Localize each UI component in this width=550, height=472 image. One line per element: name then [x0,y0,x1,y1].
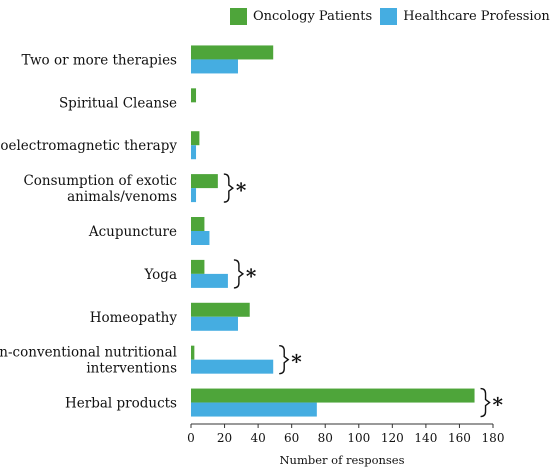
legend-item-oncology: Oncology Patients [230,8,372,25]
category-label: Herbal products [65,396,177,412]
bar-healthcare-professionals-herbal-products [191,402,317,417]
x-tick-label: 140 [414,431,437,445]
bar-healthcare-professionals-yoga [191,273,228,288]
x-tick-label: 180 [482,431,505,445]
significance-bracket [223,173,235,203]
bar-oncology-patients-acupuncture [191,217,205,231]
x-axis-label: Number of responses [279,453,404,467]
x-tick-label: 20 [217,431,232,445]
category-label: Consumption of exotic [23,173,177,189]
category-label: Two or more therapies [21,52,177,68]
category-label: Bioelectromagnetic therapy [0,138,177,154]
category-label: Spiritual Cleanse [59,95,177,111]
category-label: Homeopathy [90,310,178,326]
x-tick-label: 40 [250,431,265,445]
legend-swatch-healthcare [380,8,398,25]
bar-oncology-patients-bioelectromagnetic-therapy [191,131,200,146]
significance-asterisk: * [493,393,504,417]
legend-swatch-oncology [230,8,247,25]
bar-healthcare-professionals-bioelectromagnetic-therapy [191,145,197,160]
bar-oncology-patients-two-or-more-therapies [191,45,274,60]
bar-oncology-patients-spiritual-cleanse [191,88,197,103]
x-tick-label: 160 [448,431,471,445]
category-label: interventions [86,361,177,377]
bar-healthcare-professionals-two-or-more-therapies [191,59,238,74]
significance-bracket [480,387,491,418]
legend: Oncology Patients Healthcare Professiona… [230,8,550,25]
bar-oncology-patients-herbal-products [191,388,475,403]
x-tick-label: 100 [347,431,370,445]
significance-bracket [233,259,245,289]
x-tick-label: 120 [381,431,404,445]
legend-label-oncology: Oncology Patients [253,9,373,24]
x-tick-label: 60 [284,431,299,445]
significance-asterisk: * [246,264,257,288]
category-label: Acupuncture [88,224,177,240]
legend-label-healthcare: Healthcare Professionals [403,9,550,24]
bar-oncology-patients-yoga [191,259,205,274]
bar-healthcare-professionals-consumption-of-exotic-animals-venoms [191,188,197,203]
x-tick-label: 80 [318,431,333,445]
significance-asterisk: * [291,350,302,374]
category-label: animals/venoms [67,189,177,205]
bar-oncology-patients-consumption-of-exotic-animals-venoms [191,174,218,189]
significance-asterisk: * [236,178,247,202]
x-tick-label: 0 [187,431,195,445]
bar-oncology-patients-non-conventional-nutritional-interventions [191,345,195,360]
category-label: Non-conventional nutritional [0,345,177,361]
category-label: Yoga [143,267,177,283]
bar-healthcare-professionals-homeopathy [191,316,238,331]
bar-healthcare-professionals-acupuncture [191,231,210,245]
bar-healthcare-professionals-non-conventional-nutritional-interventions [191,359,274,374]
significance-bracket [279,344,290,375]
legend-item-healthcare: Healthcare Professionals [380,8,550,25]
bar-oncology-patients-homeopathy [191,302,250,317]
